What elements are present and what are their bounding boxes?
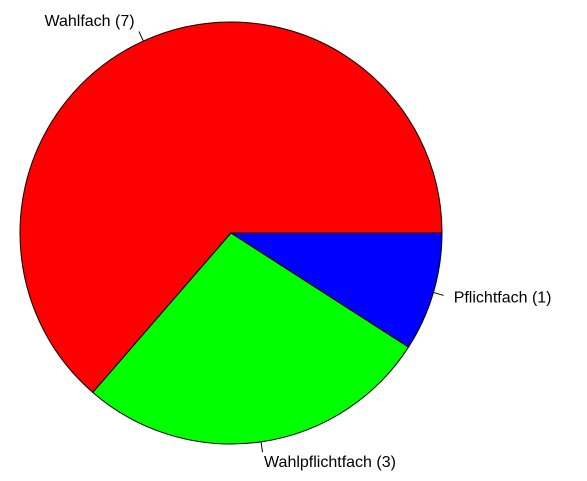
label-leader (433, 291, 444, 296)
label-leader (260, 441, 264, 453)
slice-label: Pflichtfach (1) (454, 290, 552, 307)
slice-label: Wahlpflichtfach (3) (264, 454, 396, 471)
pie-slice (229, 232, 443, 348)
pie-slice (92, 232, 410, 445)
slice-label: Wahlfach (7) (44, 13, 134, 30)
label-leader (138, 31, 144, 42)
